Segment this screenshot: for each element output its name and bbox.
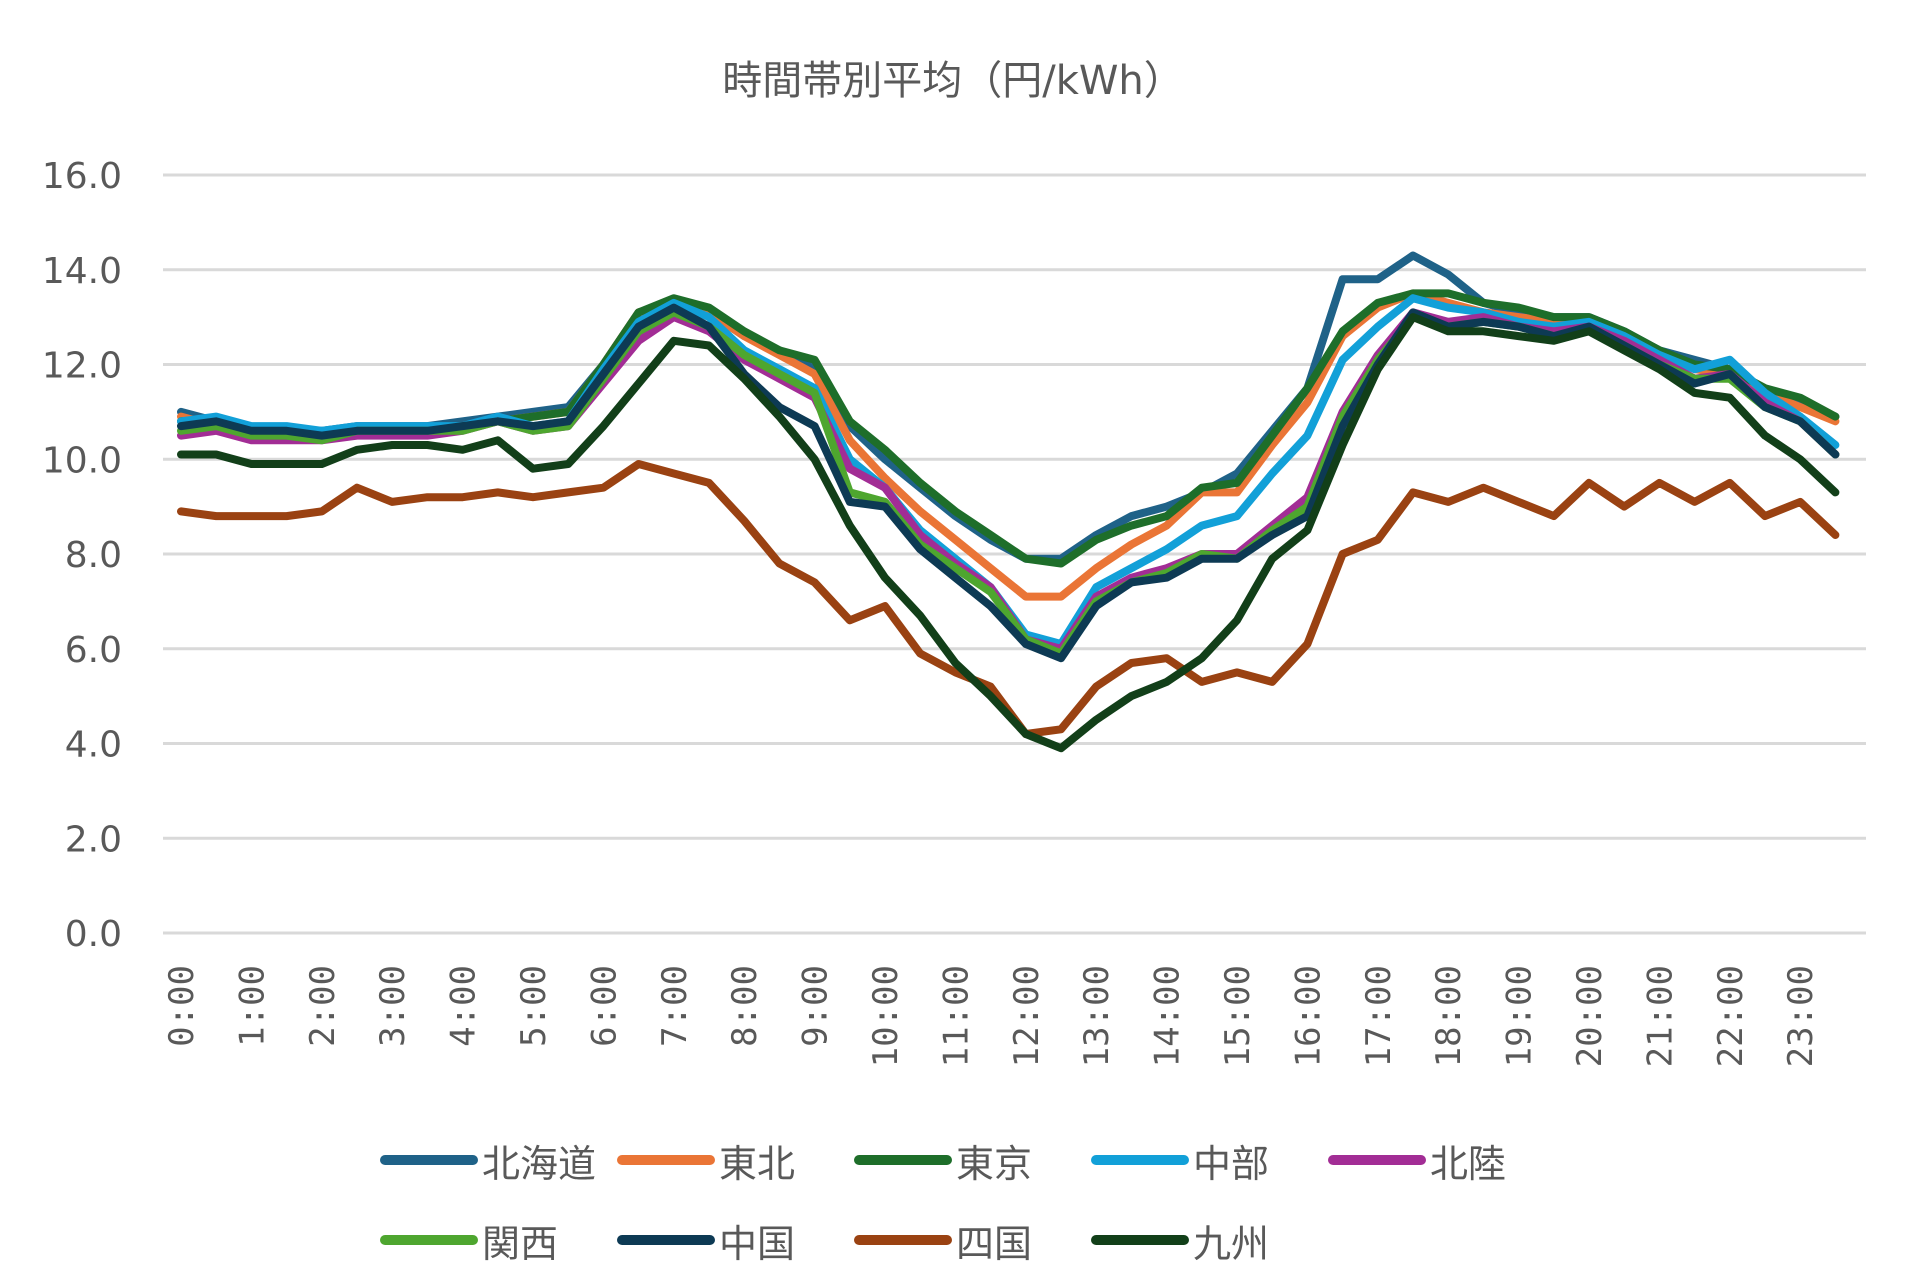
chart-title: 時間帯別平均（円/kWh）: [722, 58, 1184, 104]
x-tick-label: 14:00: [1148, 965, 1188, 1067]
legend: 北海道 東北 東京 中部 北陸関西 中国 四国 九州: [380, 1120, 1580, 1280]
legend-swatch: [380, 1235, 478, 1245]
legend-row: 関西 中国 四国 九州: [380, 1200, 1580, 1280]
legend-label: 北陸: [1430, 1141, 1507, 1186]
legend-label: 関西: [482, 1221, 559, 1266]
legend-label: 中部: [1193, 1141, 1270, 1186]
legend-swatch: [1091, 1235, 1189, 1245]
x-tick-label: 5:00: [514, 965, 554, 1047]
x-tick-label: 9:00: [796, 965, 836, 1047]
x-tick-label: 11:00: [936, 965, 976, 1067]
y-tick-label: 12.0: [42, 346, 122, 387]
legend-item[interactable]: 東北: [617, 1133, 854, 1188]
y-tick-label: 4.0: [65, 725, 122, 766]
y-tick-label: 2.0: [65, 819, 122, 860]
x-tick-label: 20:00: [1570, 965, 1610, 1067]
x-tick-label: 17:00: [1359, 965, 1399, 1067]
y-tick-label: 16.0: [42, 156, 122, 197]
legend-item[interactable]: 東京: [854, 1133, 1091, 1188]
legend-item[interactable]: 中国: [617, 1213, 854, 1268]
legend-swatch: [854, 1235, 952, 1245]
y-tick-label: 8.0: [65, 535, 122, 576]
legend-label: 四国: [956, 1221, 1033, 1266]
series-line-中国: [177, 303, 1840, 663]
gridlines: [163, 173, 1866, 935]
y-tick-label: 10.0: [42, 440, 122, 481]
legend-item[interactable]: 中部: [1091, 1133, 1328, 1188]
legend-label: 北海道: [482, 1141, 597, 1186]
legend-row: 北海道 東北 東京 中部 北陸: [380, 1120, 1580, 1200]
legend-item[interactable]: 九州: [1091, 1213, 1328, 1268]
series-line-四国: [177, 460, 1840, 738]
x-tick-label: 21:00: [1640, 965, 1680, 1067]
x-tick-label: 22:00: [1711, 965, 1751, 1067]
legend-item[interactable]: 北陸: [1328, 1133, 1565, 1188]
x-axis-ticks: 0:00 1:00 2:00 3:00 4:00 5:00 6:00 7:00 8:00 9:00…: [162, 965, 1821, 1067]
legend-label: 東北: [719, 1141, 796, 1186]
legend-label: 中国: [719, 1221, 796, 1266]
x-tick-label: 18:00: [1429, 965, 1469, 1067]
x-tick-label: 23:00: [1781, 965, 1821, 1067]
series-line-九州: [177, 313, 1840, 753]
legend-item[interactable]: 四国: [854, 1213, 1091, 1268]
x-tick-label: 13:00: [1077, 965, 1117, 1067]
x-tick-label: 12:00: [1007, 965, 1047, 1067]
x-tick-label: 7:00: [655, 965, 695, 1047]
y-tick-label: 14.0: [42, 251, 122, 292]
legend-swatch: [1091, 1155, 1189, 1165]
y-tick-label: 6.0: [65, 630, 122, 671]
legend-swatch: [617, 1235, 715, 1245]
legend-swatch: [380, 1155, 478, 1165]
x-tick-label: 16:00: [1288, 965, 1328, 1067]
legend-swatch: [1328, 1155, 1426, 1165]
legend-label: 東京: [956, 1141, 1033, 1186]
legend-item[interactable]: 北海道: [380, 1133, 617, 1188]
x-tick-label: 19:00: [1500, 965, 1540, 1067]
x-tick-label: 4:00: [444, 965, 484, 1047]
x-tick-label: 8:00: [725, 965, 765, 1047]
x-tick-label: 10:00: [866, 965, 906, 1067]
legend-swatch: [854, 1155, 952, 1165]
series-lines: [177, 251, 1840, 753]
y-tick-label: 0.0: [65, 914, 122, 955]
series-line-中部: [177, 294, 1840, 648]
x-tick-label: 2:00: [303, 965, 343, 1047]
series-line-北海道: [177, 251, 1840, 563]
legend-item[interactable]: 関西: [380, 1213, 617, 1268]
y-axis-ticks: 0.0 2.0 4.0 6.0 8.0 10.0 12.0 14.0 16.0: [42, 156, 122, 955]
x-tick-label: 3:00: [373, 965, 413, 1047]
line-chart: 0.0 2.0 4.0 6.0 8.0 10.0 12.0 14.0 16.0 0:00 1:00…: [42, 156, 1866, 1067]
x-tick-label: 6:00: [584, 965, 624, 1047]
legend-label: 九州: [1193, 1221, 1270, 1266]
x-tick-label: 0:00: [162, 965, 202, 1047]
legend-swatch: [617, 1155, 715, 1165]
x-tick-label: 15:00: [1218, 965, 1258, 1067]
x-tick-label: 1:00: [232, 965, 272, 1047]
